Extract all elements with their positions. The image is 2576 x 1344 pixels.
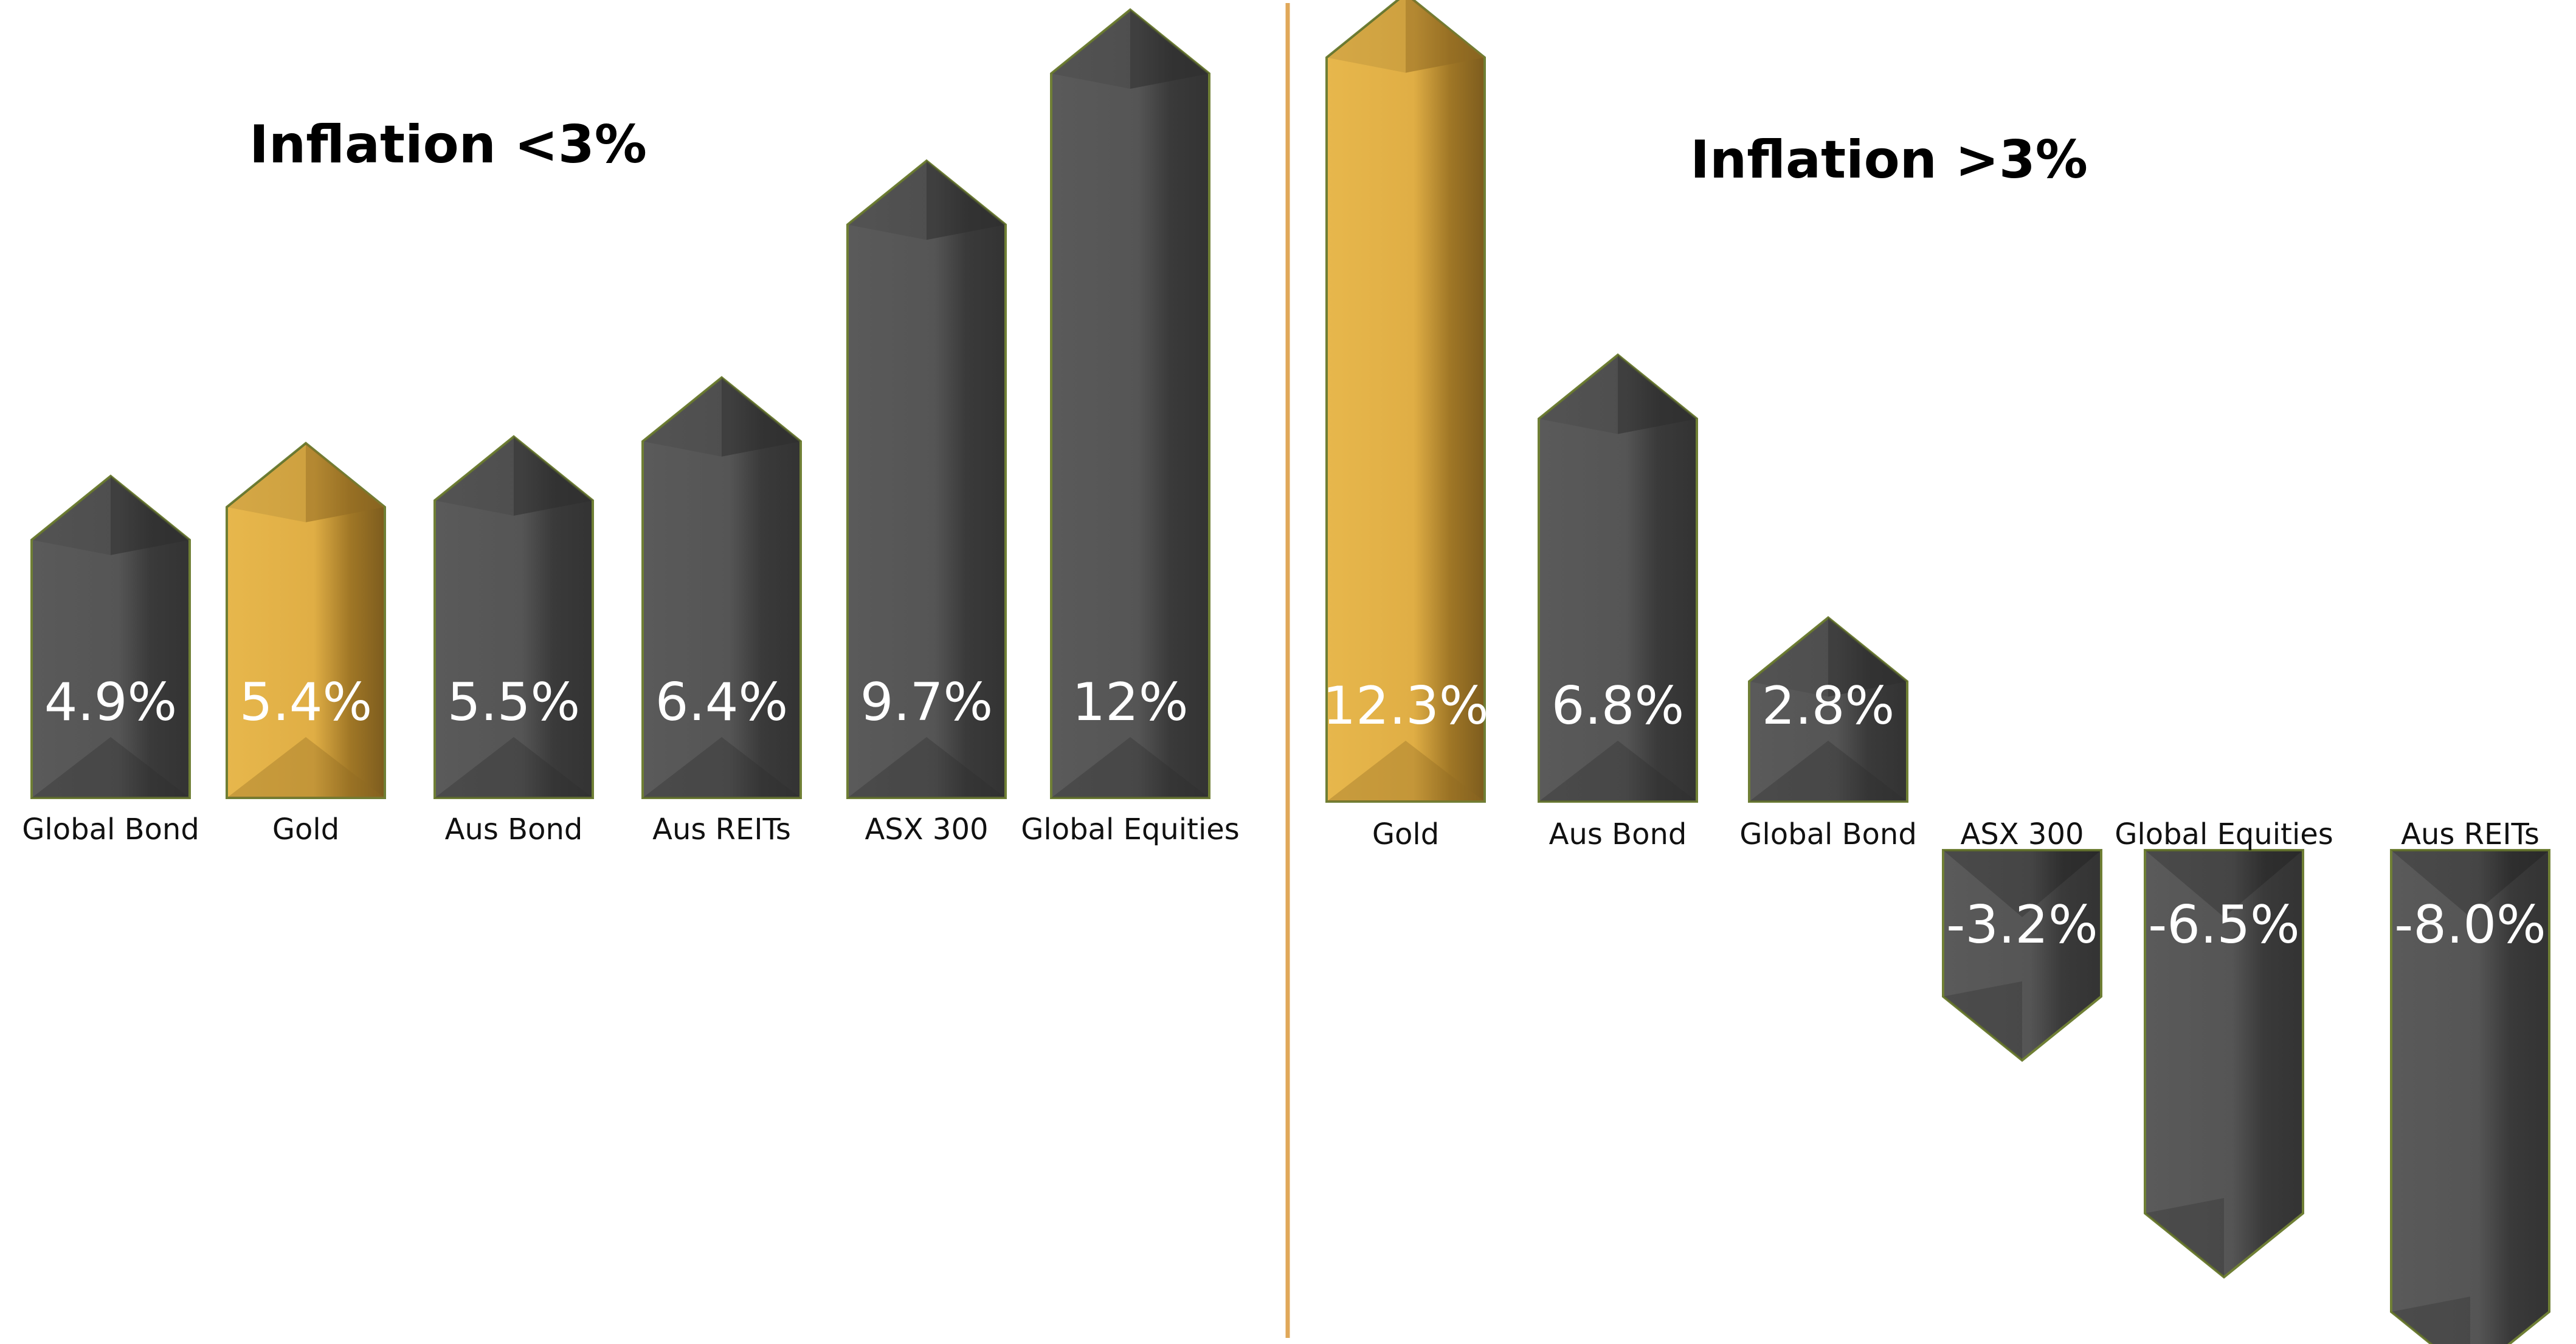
value-label: 9.7% <box>860 672 993 733</box>
value-label: 12% <box>1072 672 1189 733</box>
value-label: 6.8% <box>1551 676 1685 736</box>
chart-title-right: Inflation >3% <box>1690 130 2088 190</box>
bar-facet <box>1327 741 1485 802</box>
bar-facet <box>927 161 1006 240</box>
category-label: ASX 300 <box>1960 817 2084 851</box>
value-label: 4.9% <box>44 672 178 733</box>
value-label: -6.5% <box>2148 895 2300 955</box>
bar-facet <box>1828 617 1907 697</box>
bar-facet <box>1051 10 1130 89</box>
bar-facet <box>848 737 1006 798</box>
bar-0-0 <box>30 474 191 799</box>
bar-facet <box>2391 850 2549 917</box>
category-label: Aus REITs <box>2401 817 2540 851</box>
bar-facet <box>1943 981 2022 1061</box>
bar-facet <box>1943 850 2101 917</box>
category-label: Global Bond <box>1739 817 1917 851</box>
value-label: 12.3% <box>1322 676 1489 736</box>
bar-0-3 <box>641 376 802 799</box>
chart-title-left: Inflation <3% <box>249 114 647 175</box>
bar-0-1 <box>226 442 386 799</box>
bar-facet <box>514 437 593 516</box>
bar-facet <box>2391 1297 2470 1344</box>
bar-facet <box>1406 0 1485 73</box>
bar-facet <box>1327 0 1406 73</box>
bar-facet <box>435 737 593 798</box>
category-label: Global Equities <box>2115 817 2333 851</box>
bar-facet <box>1749 741 1907 802</box>
category-label: Global Bond <box>22 812 199 847</box>
bar-facet <box>227 737 385 798</box>
category-label: Global Equities <box>1021 812 1240 847</box>
bar-facet <box>32 476 111 555</box>
bar-facet <box>1130 10 1209 89</box>
bar-1-4 <box>2144 849 2304 1279</box>
bar-facet <box>1051 737 1209 798</box>
bar-1-2 <box>1748 616 1908 803</box>
bar-1-1 <box>1538 353 1698 803</box>
category-label: Aus Bond <box>1549 817 1687 851</box>
category-label: Aus Bond <box>444 812 583 847</box>
bar-facet <box>1539 355 1618 434</box>
bar-facet <box>1749 617 1828 697</box>
category-label: Aus REITs <box>652 812 791 847</box>
bar-facet <box>643 377 722 457</box>
bar-1-3 <box>1942 849 2102 1062</box>
value-label: -8.0% <box>2394 895 2546 955</box>
bar-facet <box>1539 741 1697 802</box>
bar-body <box>1942 849 2102 1062</box>
value-label: 5.5% <box>447 672 581 733</box>
value-label: 5.4% <box>239 672 373 733</box>
bar-0-4 <box>846 159 1007 799</box>
bar-facet <box>227 443 306 522</box>
value-label: 2.8% <box>1761 676 1895 736</box>
bar-facet <box>32 737 190 798</box>
bar-1-0 <box>1325 0 1486 803</box>
category-label: ASX 300 <box>865 812 989 847</box>
bar-facet <box>1618 355 1697 434</box>
value-label: -3.2% <box>1946 895 2098 955</box>
value-label: 6.4% <box>655 672 789 733</box>
bar-facet <box>848 161 927 240</box>
bar-facet <box>435 437 514 516</box>
bar-facet <box>111 476 190 555</box>
category-label: Gold <box>1372 817 1440 851</box>
bar-body <box>2144 849 2304 1279</box>
bar-0-2 <box>433 435 594 799</box>
bar-facet <box>306 443 385 522</box>
bar-facet <box>643 737 801 798</box>
bar-facet <box>2145 1198 2224 1277</box>
bar-0-5 <box>1050 8 1210 799</box>
bar-facet <box>2145 850 2303 917</box>
category-label: Gold <box>272 812 340 847</box>
bar-facet <box>722 377 801 457</box>
